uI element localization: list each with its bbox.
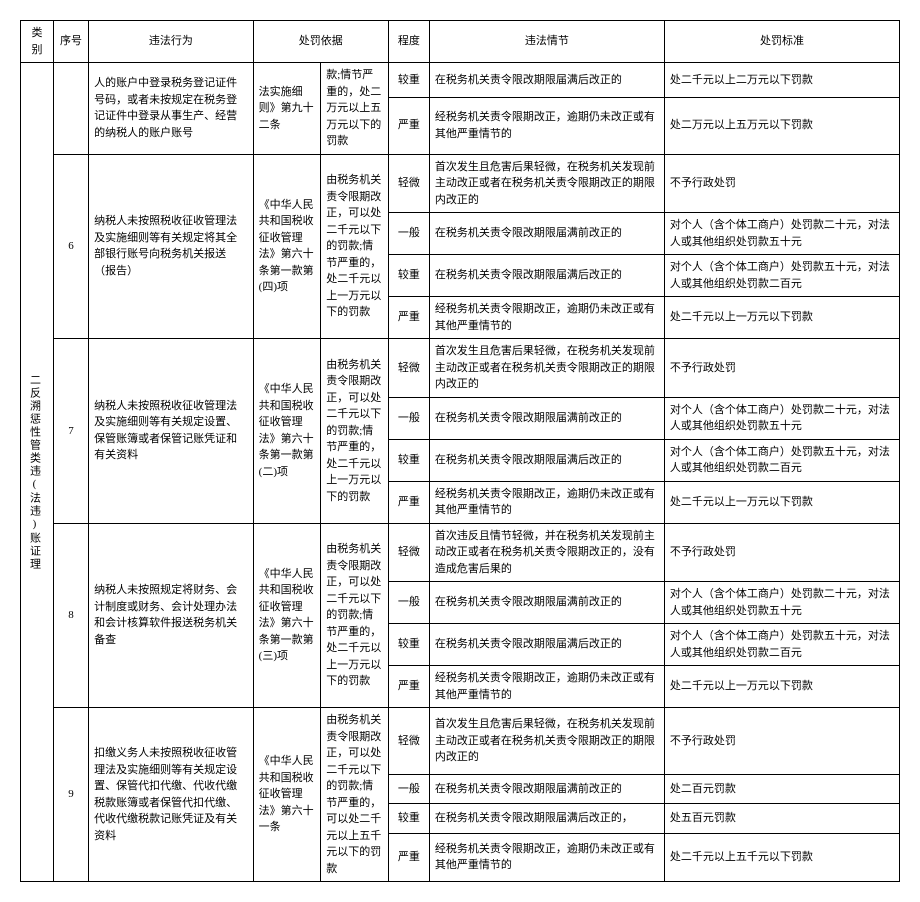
num-cell: 9 xyxy=(53,708,88,882)
standard-cell: 处五百元罚款 xyxy=(664,804,899,833)
severity-cell: 轻微 xyxy=(388,339,429,398)
num-cell: 7 xyxy=(53,339,88,524)
header-category: 类别 xyxy=(21,21,54,63)
standard-cell: 处二千元以上二万元以下罚款 xyxy=(664,63,899,98)
severity-cell: 一般 xyxy=(388,775,429,804)
circumstance-cell: 经税务机关责令限期改正，逾期仍未改正或有其他严重情节的 xyxy=(429,97,664,154)
table-row: 9扣缴义务人未按照税收征收管理法及实施细则等有关规定设置、保管代扣代缴、代收代缴… xyxy=(21,708,900,775)
severity-cell: 轻微 xyxy=(388,708,429,775)
circumstance-cell: 在税务机关责令限改期限届满前改正的 xyxy=(429,397,664,439)
standard-cell: 不予行政处罚 xyxy=(664,708,899,775)
circumstance-cell: 经税务机关责令限期改正，逾期仍未改正或有其他严重情节的 xyxy=(429,481,664,523)
standard-cell: 不予行政处罚 xyxy=(664,339,899,398)
circumstance-cell: 在税务机关责令限改期限届满前改正的 xyxy=(429,582,664,624)
standard-cell: 对个人（含个体工商户）处罚款二十元，对法人或其他组织处罚款五十元 xyxy=(664,582,899,624)
circumstance-cell: 经税务机关责令限期改正，逾期仍未改正或有其他严重情节的 xyxy=(429,833,664,881)
header-row: 类别 序号 违法行为 处罚依据 程度 违法情节 处罚标准 xyxy=(21,21,900,63)
severity-cell: 较重 xyxy=(388,255,429,297)
num-cell xyxy=(53,63,88,155)
severity-cell: 轻微 xyxy=(388,523,429,582)
standard-cell: 对个人（含个体工商户）处罚款五十元，对法人或其他组织处罚款二百元 xyxy=(664,624,899,666)
basis2-cell: 由税务机关责令限期改正，可以处二千元以下的罚款;情节严重的，可以处二千元以上五千… xyxy=(321,708,389,882)
circumstance-cell: 首次发生且危害后果轻微，在税务机关发现前主动改正或者在税务机关责令限期改正的期限… xyxy=(429,154,664,213)
severity-cell: 严重 xyxy=(388,666,429,708)
num-cell: 6 xyxy=(53,154,88,339)
basis2-cell: 由税务机关责令限期改正，可以处二千元以下的罚款;情节严重的，处二千元以上一万元以… xyxy=(321,339,389,524)
circumstance-cell: 在税务机关责令限改期限届满后改正的， xyxy=(429,804,664,833)
standard-cell: 处二千元以上一万元以下罚款 xyxy=(664,481,899,523)
standard-cell: 处二万元以上五万元以下罚款 xyxy=(664,97,899,154)
header-num: 序号 xyxy=(53,21,88,63)
circumstance-cell: 经税务机关责令限期改正，逾期仍未改正或有其他严重情节的 xyxy=(429,666,664,708)
penalty-table: 类别 序号 违法行为 处罚依据 程度 违法情节 处罚标准 二反溯惩性管类违(法违… xyxy=(20,20,900,882)
basis-cell: 《中华人民共和国税收征收管理法》第六十条第一款第(三)项 xyxy=(253,523,321,708)
circumstance-cell: 首次违反且情节轻微，并在税务机关发现前主动改正或者在税务机关责令限期改正的，没有… xyxy=(429,523,664,582)
header-basis: 处罚依据 xyxy=(253,21,388,63)
severity-cell: 一般 xyxy=(388,213,429,255)
act-cell: 纳税人未按照税收征收管理法及实施细则等有关规定将其全部银行账号向税务机关报送（报… xyxy=(89,154,254,339)
table-row: 8纳税人未按照规定将财务、会计制度或财务、会计处理办法和会计核算软件报送税务机关… xyxy=(21,523,900,582)
circumstance-cell: 经税务机关责令限期改正，逾期仍未改正或有其他严重情节的 xyxy=(429,297,664,339)
basis-cell: 法实施细则》第九十二条 xyxy=(253,63,321,155)
severity-cell: 轻微 xyxy=(388,154,429,213)
circumstance-cell: 首次发生且危害后果轻微，在税务机关发现前主动改正或者在税务机关责令限期改正的期限… xyxy=(429,339,664,398)
severity-cell: 严重 xyxy=(388,481,429,523)
standard-cell: 处二千元以上五千元以下罚款 xyxy=(664,833,899,881)
basis2-cell: 由税务机关责令限期改正，可以处二千元以下的罚款;情节严重的，处二千元以上一万元以… xyxy=(321,523,389,708)
severity-cell: 较重 xyxy=(388,439,429,481)
circumstance-cell: 在税务机关责令限改期限届满后改正的 xyxy=(429,439,664,481)
circumstance-cell: 在税务机关责令限改期限届满后改正的 xyxy=(429,63,664,98)
standard-cell: 对个人（含个体工商户）处罚款二十元，对法人或其他组织处罚款五十元 xyxy=(664,397,899,439)
header-circumstance: 违法情节 xyxy=(429,21,664,63)
severity-cell: 较重 xyxy=(388,804,429,833)
header-standard: 处罚标准 xyxy=(664,21,899,63)
severity-cell: 一般 xyxy=(388,397,429,439)
standard-cell: 不予行政处罚 xyxy=(664,523,899,582)
num-cell: 8 xyxy=(53,523,88,708)
standard-cell: 处二千元以上一万元以下罚款 xyxy=(664,297,899,339)
standard-cell: 对个人（含个体工商户）处罚款二十元，对法人或其他组织处罚款五十元 xyxy=(664,213,899,255)
basis2-cell: 由税务机关责令限期改正，可以处二千元以下的罚款;情节严重的，处二千元以上一万元以… xyxy=(321,154,389,339)
act-cell: 纳税人未按照规定将财务、会计制度或财务、会计处理办法和会计核算软件报送税务机关备… xyxy=(89,523,254,708)
act-cell: 纳税人未按照税收征收管理法及实施细则等有关规定设置、保管账簿或者保管记账凭证和有… xyxy=(89,339,254,524)
severity-cell: 较重 xyxy=(388,63,429,98)
category-label: 二反溯惩性管类违(法违)账证理 xyxy=(26,374,43,571)
standard-cell: 处二千元以上一万元以下罚款 xyxy=(664,666,899,708)
table-row: 二反溯惩性管类违(法违)账证理人的账户中登录税务登记证件号码，或者未按规定在税务… xyxy=(21,63,900,98)
severity-cell: 严重 xyxy=(388,833,429,881)
severity-cell: 严重 xyxy=(388,97,429,154)
category-cell: 二反溯惩性管类违(法违)账证理 xyxy=(21,63,54,882)
severity-cell: 较重 xyxy=(388,624,429,666)
standard-cell: 处二百元罚款 xyxy=(664,775,899,804)
basis-cell: 《中华人民共和国税收征收管理法》第六十条第一款第(二)项 xyxy=(253,339,321,524)
basis-cell: 《中华人民共和国税收征收管理法》第六十条第一款第(四)项 xyxy=(253,154,321,339)
table-row: 7纳税人未按照税收征收管理法及实施细则等有关规定设置、保管账簿或者保管记账凭证和… xyxy=(21,339,900,398)
standard-cell: 对个人（含个体工商户）处罚款五十元，对法人或其他组织处罚款二百元 xyxy=(664,255,899,297)
circumstance-cell: 在税务机关责令限改期限届满前改正的 xyxy=(429,213,664,255)
act-cell: 扣缴义务人未按照税收征收管理法及实施细则等有关规定设置、保管代扣代缴、代收代缴税… xyxy=(89,708,254,882)
circumstance-cell: 在税务机关责令限改期限届满后改正的 xyxy=(429,624,664,666)
act-cell: 人的账户中登录税务登记证件号码，或者未按规定在税务登记证件中登录从事生产、经营的… xyxy=(89,63,254,155)
severity-cell: 严重 xyxy=(388,297,429,339)
header-severity: 程度 xyxy=(388,21,429,63)
severity-cell: 一般 xyxy=(388,582,429,624)
standard-cell: 不予行政处罚 xyxy=(664,154,899,213)
basis-cell: 《中华人民共和国税收征收管理法》第六十一条 xyxy=(253,708,321,882)
header-act: 违法行为 xyxy=(89,21,254,63)
circumstance-cell: 在税务机关责令限改期限届满后改正的 xyxy=(429,255,664,297)
standard-cell: 对个人（含个体工商户）处罚款五十元，对法人或其他组织处罚款二百元 xyxy=(664,439,899,481)
circumstance-cell: 首次发生且危害后果轻微，在税务机关发现前主动改正或者在税务机关责令限期改正的期限… xyxy=(429,708,664,775)
table-row: 6纳税人未按照税收征收管理法及实施细则等有关规定将其全部银行账号向税务机关报送（… xyxy=(21,154,900,213)
circumstance-cell: 在税务机关责令限改期限届满前改正的 xyxy=(429,775,664,804)
basis2-cell: 款;情节严重的，处二万元以上五万元以下的罚款 xyxy=(321,63,389,155)
